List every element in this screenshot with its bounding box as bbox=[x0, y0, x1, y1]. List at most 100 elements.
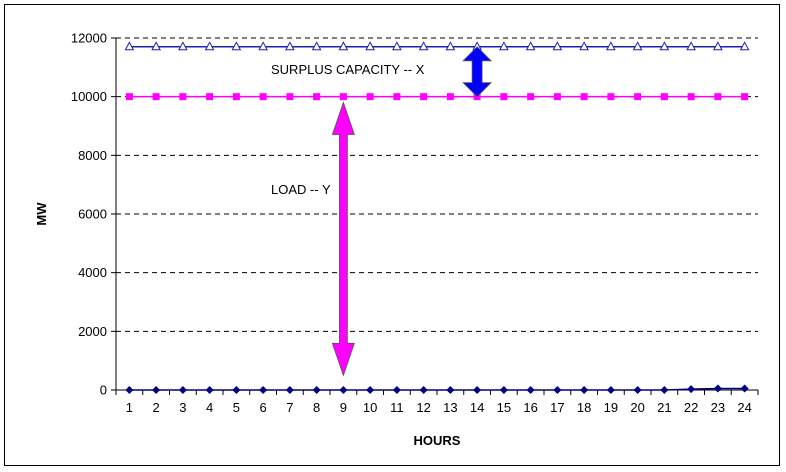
diamond-point bbox=[606, 386, 615, 394]
diamond-point bbox=[687, 385, 696, 394]
diamond-point bbox=[713, 384, 722, 393]
triangle-point bbox=[231, 41, 242, 51]
triangle-point bbox=[418, 41, 429, 51]
triangle-point bbox=[579, 41, 589, 51]
triangle-point bbox=[499, 41, 509, 51]
diamond-point bbox=[125, 386, 134, 394]
square-point bbox=[313, 93, 321, 101]
triangle-point bbox=[659, 41, 670, 51]
y-tick-label: 8000 bbox=[78, 148, 107, 163]
x-tick-label: 2 bbox=[153, 400, 160, 415]
annotations-layer: SURPLUS CAPACITY -- X LOAD -- Y bbox=[271, 46, 493, 377]
diamond-point bbox=[580, 386, 589, 394]
diamond-point bbox=[205, 386, 214, 394]
y-tick-label: 0 bbox=[100, 383, 107, 398]
diamond-point bbox=[178, 386, 187, 394]
triangle-point bbox=[311, 41, 322, 51]
y-tick-label: 2000 bbox=[78, 324, 107, 339]
x-tick-label: 15 bbox=[497, 400, 511, 415]
square-point bbox=[339, 93, 347, 101]
triangle-point bbox=[392, 41, 402, 51]
square-point bbox=[687, 93, 695, 101]
diamond-point bbox=[312, 386, 321, 394]
triangle-point bbox=[739, 41, 750, 51]
surplus-capacity-label: SURPLUS CAPACITY -- X bbox=[271, 62, 425, 77]
diamond-point bbox=[633, 386, 642, 394]
diamond-point bbox=[419, 386, 428, 394]
x-axis-title: HOURS bbox=[414, 433, 461, 448]
x-tick-label: 22 bbox=[684, 400, 698, 415]
triangle-point bbox=[338, 41, 349, 51]
x-tick-label: 10 bbox=[363, 400, 377, 415]
x-tick-label: 19 bbox=[604, 400, 618, 415]
series-1 bbox=[124, 41, 750, 51]
diamond-point bbox=[232, 386, 241, 394]
diamond-point bbox=[660, 386, 669, 394]
diamond-point bbox=[339, 386, 348, 394]
diamond-point bbox=[285, 386, 294, 394]
triangle-point bbox=[713, 41, 723, 51]
triangle-point bbox=[285, 41, 295, 51]
triangle-point bbox=[204, 41, 215, 51]
square-point bbox=[232, 93, 240, 101]
diamond-point bbox=[553, 386, 562, 394]
y-axis-title: MW bbox=[34, 202, 49, 226]
x-tick-label: 18 bbox=[577, 400, 591, 415]
chart-frame bbox=[4, 4, 780, 466]
diamond-point bbox=[152, 386, 161, 394]
x-tick-label: 7 bbox=[286, 400, 293, 415]
triangle-point bbox=[525, 41, 536, 51]
square-point bbox=[553, 93, 561, 101]
square-point bbox=[580, 93, 588, 101]
triangle-point bbox=[632, 41, 643, 51]
x-tick-label: 5 bbox=[233, 400, 240, 415]
square-point bbox=[714, 93, 722, 101]
series-2 bbox=[125, 93, 749, 101]
triangle-point bbox=[151, 41, 161, 51]
square-point bbox=[125, 93, 133, 101]
load-label: LOAD -- Y bbox=[271, 182, 331, 197]
triangle-point bbox=[178, 41, 188, 51]
x-tick-label: 21 bbox=[657, 400, 671, 415]
x-tick-label: 9 bbox=[340, 400, 347, 415]
series-3-line bbox=[129, 387, 745, 391]
diamond-point bbox=[446, 386, 455, 394]
triangle-point bbox=[445, 41, 456, 51]
x-tick-label: 8 bbox=[313, 400, 320, 415]
diamond-point bbox=[526, 386, 535, 394]
y-tick-label: 10000 bbox=[71, 89, 107, 104]
surplus-capacity-arrow bbox=[462, 46, 493, 98]
triangle-point bbox=[552, 41, 563, 51]
series-layer bbox=[124, 41, 750, 394]
x-tick-label: 14 bbox=[470, 400, 484, 415]
square-point bbox=[420, 93, 428, 101]
x-tick-label: 6 bbox=[260, 400, 267, 415]
square-point bbox=[446, 93, 454, 101]
square-point bbox=[741, 93, 749, 101]
triangle-point bbox=[124, 41, 135, 51]
square-point bbox=[660, 93, 668, 101]
square-point bbox=[286, 93, 294, 101]
y-tick-label: 6000 bbox=[78, 207, 107, 222]
diamond-point bbox=[392, 386, 401, 394]
x-tick-label: 13 bbox=[443, 400, 457, 415]
diamond-point bbox=[740, 384, 749, 393]
load-arrow bbox=[331, 101, 355, 377]
y-tick-labels: 0 2000 4000 6000 8000 10000 12000 bbox=[71, 31, 107, 398]
diamond-point bbox=[473, 386, 482, 394]
gridlines bbox=[116, 37, 758, 332]
diamond-point bbox=[259, 386, 268, 394]
x-tick-label: 23 bbox=[711, 400, 725, 415]
x-tick-label: 1 bbox=[126, 400, 133, 415]
x-tick-labels: 1 2 3 4 5 6 7 8 9 10 11 12 13 14 15 16 17 18 19 20 21 22 23 24 bbox=[126, 400, 752, 415]
x-tick-label: 4 bbox=[206, 400, 213, 415]
square-point bbox=[634, 93, 642, 101]
y-tick-label: 12000 bbox=[71, 31, 107, 46]
x-tick-label: 3 bbox=[179, 400, 186, 415]
square-point bbox=[366, 93, 374, 101]
square-point bbox=[206, 93, 214, 101]
diamond-point bbox=[499, 386, 508, 394]
series-3 bbox=[125, 384, 749, 394]
square-point bbox=[259, 93, 267, 101]
diamond-point bbox=[366, 386, 375, 394]
